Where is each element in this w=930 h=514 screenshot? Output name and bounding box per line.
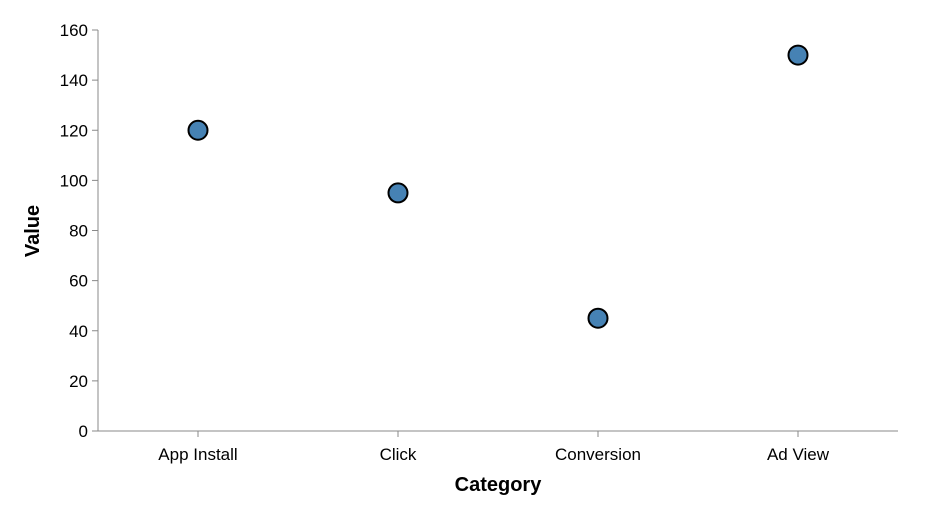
x-tick-label: Click <box>380 445 417 464</box>
x-tick-label: Conversion <box>555 445 641 464</box>
y-tick-label: 20 <box>69 372 88 391</box>
y-tick-label: 140 <box>60 71 88 90</box>
data-point <box>587 307 609 329</box>
y-ticks: 0 20 40 60 80 100 120 140 160 <box>60 21 98 441</box>
y-tick-label: 80 <box>69 222 88 241</box>
data-point <box>387 182 409 204</box>
y-tick-label: 60 <box>69 272 88 291</box>
y-tick-label: 40 <box>69 322 88 341</box>
x-axis-title: Category <box>455 474 543 496</box>
y-tick-label: 100 <box>60 171 88 190</box>
y-axis-title: Value <box>22 205 44 257</box>
data-point <box>787 44 809 66</box>
y-tick-label: 160 <box>60 21 88 40</box>
y-tick-label: 120 <box>60 121 88 140</box>
x-tick-label: Ad View <box>767 445 830 464</box>
x-ticks: App Install Click Conversion Ad View <box>158 431 830 464</box>
x-tick-label: App Install <box>158 445 237 464</box>
data-point <box>187 119 209 141</box>
data-points <box>187 44 809 329</box>
y-tick-label: 0 <box>79 422 88 441</box>
